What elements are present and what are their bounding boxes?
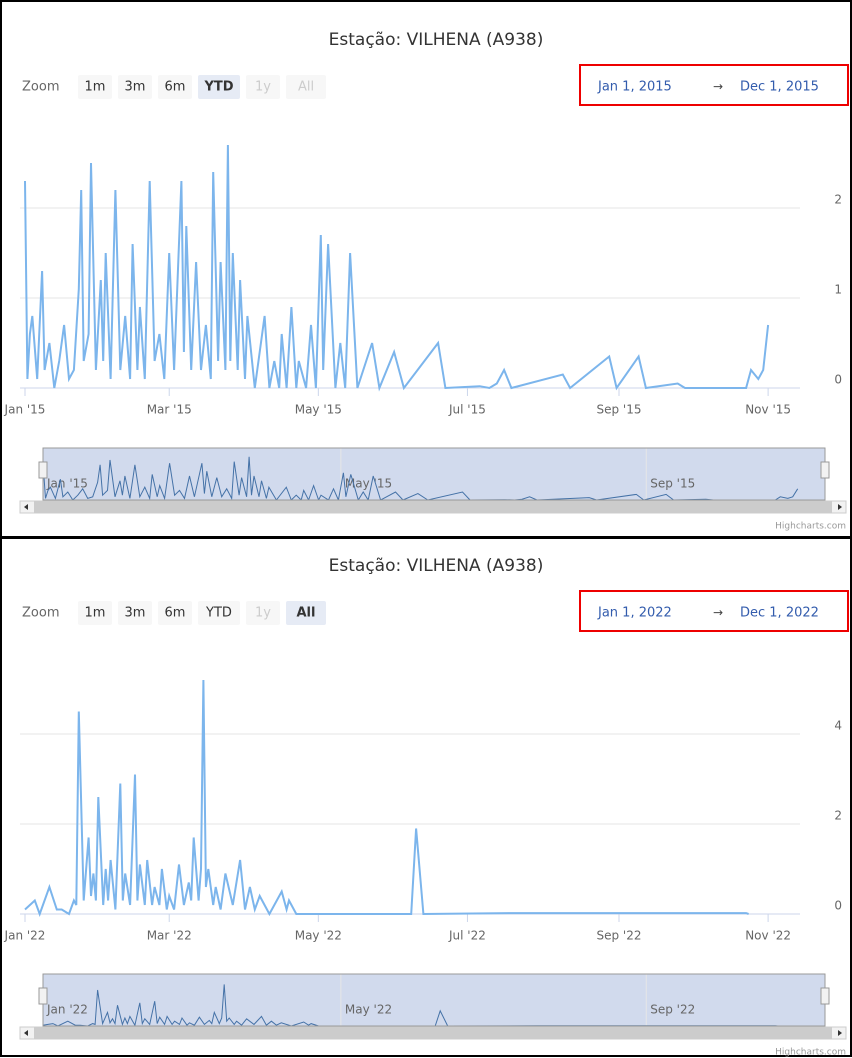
- zoom-label: Zoom: [22, 80, 59, 95]
- navigator-mask: [43, 448, 825, 500]
- zoom-button: 1y: [255, 80, 271, 95]
- y-tick-label: 1: [834, 283, 842, 297]
- range-from[interactable]: Jan 1, 2022: [597, 606, 672, 621]
- range-highlight: [579, 590, 849, 632]
- x-tick-label: Nov '15: [745, 403, 791, 417]
- zoom-button-bg[interactable]: [78, 601, 112, 625]
- zoom-button[interactable]: 6m: [165, 80, 186, 95]
- zoom-button[interactable]: 1m: [85, 606, 106, 621]
- zoom-button[interactable]: YTD: [205, 606, 232, 621]
- chart: Estação: VILHENA (A938) Zoom 1m 3m 6m YTD 1y Al…: [0, 0, 852, 538]
- zoom-button: 1y: [255, 606, 271, 621]
- zoom-button[interactable]: YTD: [203, 80, 233, 95]
- scrollbar-thumb[interactable]: [34, 1027, 832, 1039]
- zoom-button-bg[interactable]: [118, 601, 152, 625]
- zoom-button-bg: [246, 75, 280, 99]
- series-line: [24, 144, 770, 392]
- chart: Estação: VILHENA (A938) Zoom 1m 3m 6m YTD 1y Al…: [0, 537, 852, 1058]
- y-tick-label: 0: [834, 373, 842, 387]
- navigator-label: May '22: [345, 1003, 392, 1017]
- scroll-right[interactable]: [838, 504, 842, 510]
- zoom-button[interactable]: All: [297, 606, 316, 621]
- x-tick-label: Mar '22: [147, 929, 192, 943]
- x-tick-label: Sep '22: [597, 929, 642, 943]
- chart-title: Estação: VILHENA (A938): [329, 30, 544, 50]
- navigator-label: Sep '15: [650, 477, 695, 491]
- zoom-button-bg[interactable]: [78, 75, 112, 99]
- scrollbar-thumb[interactable]: [34, 501, 832, 513]
- navigator-label: Jan '15: [46, 477, 88, 491]
- chart-title: Estação: VILHENA (A938): [329, 556, 544, 576]
- zoom-button: All: [298, 80, 314, 95]
- zoom-button[interactable]: 3m: [125, 606, 146, 621]
- y-tick-label: 0: [834, 899, 842, 913]
- zoom-button-bg: [286, 75, 326, 99]
- scroll-right[interactable]: [838, 1030, 842, 1036]
- range-to[interactable]: Dec 1, 2022: [740, 606, 819, 621]
- y-tick-label: 2: [834, 809, 842, 823]
- y-tick-label: 4: [834, 719, 842, 733]
- chart-border: [0, 537, 852, 1057]
- scroll-left[interactable]: [24, 504, 28, 510]
- range-separator: →: [713, 606, 723, 620]
- zoom-button-bg[interactable]: [286, 601, 326, 625]
- zoom-button[interactable]: 1m: [85, 80, 106, 95]
- navigator-label: Jan '22: [46, 1003, 88, 1017]
- zoom-button-bg[interactable]: [118, 75, 152, 99]
- zoom-button[interactable]: 3m: [125, 80, 146, 95]
- y-tick-label: 2: [834, 193, 842, 207]
- x-tick-label: May '15: [295, 403, 342, 417]
- navigator-label: May '15: [345, 477, 392, 491]
- navigator-line: [42, 984, 778, 1027]
- navigator-handle[interactable]: [38, 461, 48, 479]
- zoom-button-bg[interactable]: [198, 601, 240, 625]
- x-tick-label: Nov '22: [745, 929, 791, 943]
- range-separator: →: [713, 80, 723, 94]
- range-from[interactable]: Jan 1, 2015: [597, 80, 672, 95]
- series-line: [24, 679, 749, 917]
- zoom-button-bg[interactable]: [158, 75, 192, 99]
- x-tick-label: May '22: [295, 929, 342, 943]
- range-highlight: [579, 64, 849, 106]
- scroll-left[interactable]: [24, 1030, 28, 1036]
- x-tick-label: Mar '15: [147, 403, 192, 417]
- navigator-handle[interactable]: [820, 987, 830, 1005]
- navigator-mask: [43, 974, 825, 1026]
- zoom-button-bg: [246, 601, 280, 625]
- navigator-handle[interactable]: [38, 987, 48, 1005]
- x-tick-label: Jul '15: [448, 403, 486, 417]
- x-tick-label: Jan '22: [4, 929, 46, 943]
- zoom-button[interactable]: 6m: [165, 606, 186, 621]
- x-tick-label: Jul '22: [448, 929, 486, 943]
- x-tick-label: Sep '15: [597, 403, 642, 417]
- range-to[interactable]: Dec 1, 2015: [740, 80, 819, 95]
- x-tick-label: Jan '15: [4, 403, 46, 417]
- credits[interactable]: Highcharts.com: [775, 1048, 846, 1058]
- navigator-label: Sep '22: [650, 1003, 695, 1017]
- navigator-handle[interactable]: [820, 461, 830, 479]
- credits[interactable]: Highcharts.com: [775, 522, 846, 532]
- zoom-button-bg[interactable]: [198, 75, 240, 99]
- zoom-label: Zoom: [22, 606, 59, 621]
- zoom-button-bg[interactable]: [158, 601, 192, 625]
